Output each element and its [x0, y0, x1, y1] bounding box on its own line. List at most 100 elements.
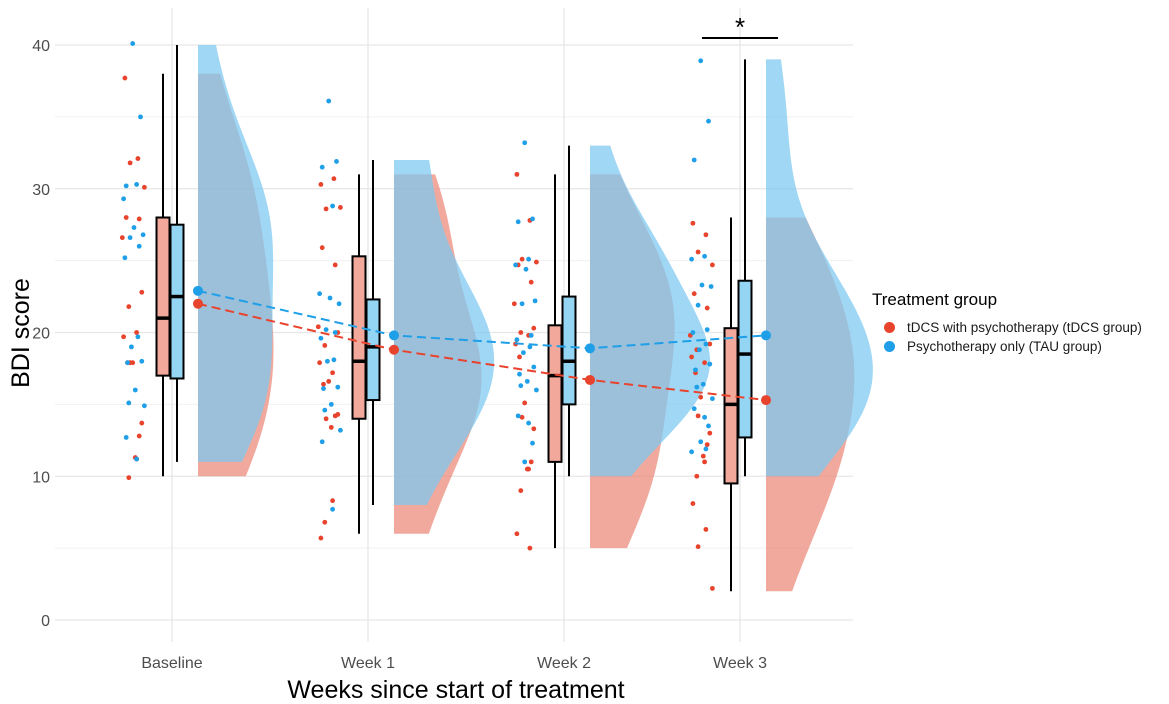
data-point-tdcs	[534, 259, 539, 265]
data-point-tau	[319, 439, 325, 445]
x-tick-label: Week 3	[713, 655, 767, 672]
density-tau	[590, 145, 710, 477]
data-point-tdcs	[511, 301, 517, 307]
data-point-tau	[534, 387, 539, 393]
y-tick-labels: 0 10 20 30 40	[32, 38, 50, 630]
x-tick-labels: Baseline Week 1 Week 2 Week 3	[141, 655, 767, 672]
data-point-tdcs	[518, 330, 524, 335]
data-point-tau	[513, 262, 518, 268]
data-point-tau	[515, 219, 521, 225]
box-tau	[737, 279, 753, 439]
data-point-tdcs	[328, 424, 334, 430]
data-point-tdcs	[519, 256, 525, 262]
data-point-tdcs	[142, 184, 147, 190]
mean-point-tdcs	[761, 395, 771, 406]
data-point-tau	[140, 232, 146, 238]
data-point-tdcs	[690, 220, 696, 226]
data-point-tdcs	[126, 304, 132, 310]
data-point-tau	[706, 423, 711, 429]
data-point-tdcs	[331, 176, 337, 182]
data-point-tdcs	[322, 343, 328, 348]
data-point-tau	[322, 407, 328, 413]
points-layer	[119, 41, 715, 591]
data-point-tau	[131, 225, 137, 230]
data-point-tau	[515, 413, 521, 419]
data-point-tdcs	[695, 413, 701, 419]
data-point-tau	[694, 384, 700, 390]
data-point-tau	[327, 295, 333, 301]
mean-point-tau	[193, 285, 203, 296]
data-point-tau	[127, 235, 133, 241]
data-point-tau	[319, 164, 325, 170]
boxplot-layer	[155, 45, 753, 592]
data-point-tdcs	[121, 334, 126, 340]
data-point-tdcs	[136, 216, 142, 222]
data-point-tdcs	[707, 341, 713, 347]
density-tau	[394, 160, 495, 505]
data-point-tau	[142, 403, 147, 409]
data-point-tdcs	[703, 527, 709, 532]
data-point-tau	[514, 337, 520, 343]
data-point-tau	[135, 334, 141, 340]
data-point-tdcs	[135, 156, 141, 161]
data-point-tau	[332, 330, 338, 335]
data-point-tau	[699, 282, 705, 288]
data-point-tdcs	[323, 416, 329, 422]
box-tau	[169, 223, 185, 380]
data-point-tau	[703, 341, 709, 347]
data-point-tau	[130, 41, 136, 46]
data-point-tau	[139, 358, 145, 364]
data-point-tdcs	[518, 488, 524, 494]
data-point-tdcs	[698, 394, 704, 400]
data-point-tau	[710, 396, 715, 402]
legend-title: Treatment group	[872, 290, 998, 309]
x-axis-label: Weeks since start of treatment	[287, 676, 624, 704]
box-tau	[561, 295, 577, 406]
data-point-tdcs	[514, 531, 520, 537]
data-point-tau	[532, 298, 538, 304]
legend-dot-tau-icon	[884, 341, 895, 352]
data-point-tdcs	[126, 475, 132, 481]
y-tick-label: 30	[32, 182, 50, 199]
data-point-tau	[700, 381, 706, 387]
data-point-tdcs	[527, 545, 533, 551]
data-point-tdcs	[528, 279, 534, 285]
data-point-tau	[338, 427, 343, 433]
data-point-tau	[698, 439, 704, 445]
data-point-tau	[530, 440, 535, 446]
data-point-tau	[528, 332, 534, 338]
x-tick-label: Baseline	[141, 655, 202, 672]
data-point-tau	[531, 364, 537, 370]
data-point-tdcs	[702, 459, 707, 465]
data-point-tdcs	[704, 305, 710, 311]
y-axis-label: BDI score	[7, 278, 35, 388]
data-point-tau	[706, 118, 711, 124]
data-point-tdcs	[330, 370, 335, 376]
data-point-tdcs	[694, 473, 700, 479]
mean-point-tdcs	[389, 344, 399, 355]
data-point-tau	[708, 284, 714, 289]
data-point-tdcs	[119, 235, 125, 241]
data-point-tau	[318, 335, 324, 341]
data-point-tau	[325, 358, 330, 364]
data-point-tau	[702, 414, 707, 420]
data-point-tdcs	[704, 442, 710, 448]
data-point-tau	[518, 383, 524, 389]
data-point-tau	[121, 196, 126, 202]
data-point-tau	[331, 357, 337, 363]
x-tick-label: Week 2	[537, 655, 591, 672]
data-point-tau	[317, 291, 322, 297]
data-point-tau	[134, 456, 140, 462]
data-point-tau	[122, 255, 128, 261]
density-tau	[198, 45, 274, 462]
data-point-tdcs	[139, 420, 145, 426]
data-point-tau	[126, 400, 132, 406]
data-point-tdcs	[338, 205, 343, 210]
data-point-tau	[524, 378, 530, 384]
data-point-tdcs	[689, 354, 694, 360]
data-point-tau	[326, 98, 332, 104]
data-point-tdcs	[122, 75, 128, 81]
data-point-tdcs	[332, 262, 338, 268]
legend-item-tau: Psychotherapy only (TAU group)	[872, 337, 1142, 356]
data-point-tau	[693, 367, 698, 373]
